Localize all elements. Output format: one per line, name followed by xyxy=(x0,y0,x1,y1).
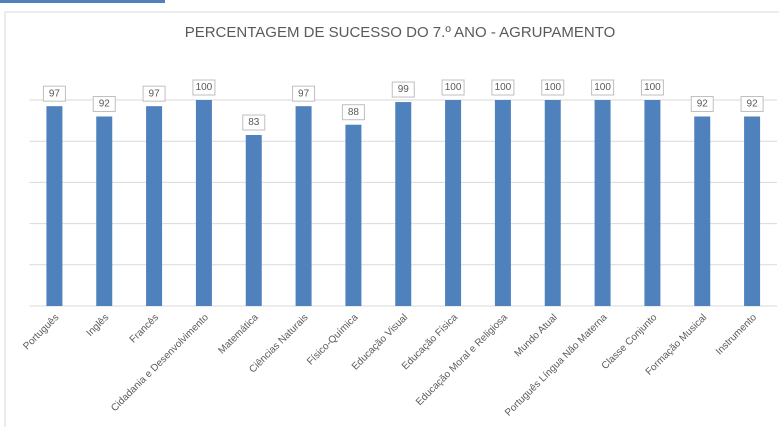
x-tick-label: Português Língua Não Materna xyxy=(503,312,610,419)
data-label-box xyxy=(640,79,664,96)
data-label-box xyxy=(740,95,764,112)
x-tick-label: Mundo Atual xyxy=(513,312,560,359)
data-label-box xyxy=(341,104,365,121)
bar xyxy=(744,116,761,306)
bar xyxy=(494,100,511,306)
bar xyxy=(195,100,212,306)
bar xyxy=(694,116,711,306)
x-tick-label: Cidadania e Desenvolvimento xyxy=(109,312,211,414)
data-label: 92 xyxy=(697,99,709,110)
bar xyxy=(345,124,362,306)
x-tick-label: Inglês xyxy=(85,312,112,339)
bar xyxy=(295,106,312,307)
bar xyxy=(395,102,412,306)
data-label-box xyxy=(292,85,316,102)
x-tick-label: Físico-Química xyxy=(305,312,361,368)
data-label-box xyxy=(192,79,216,96)
data-label: 100 xyxy=(196,82,213,93)
data-label: 83 xyxy=(248,117,260,128)
data-label: 97 xyxy=(149,88,161,99)
bar xyxy=(644,100,661,306)
data-label-box xyxy=(242,114,266,131)
data-label-box xyxy=(391,81,415,98)
data-label-box xyxy=(92,95,116,112)
data-label-box xyxy=(591,79,615,96)
data-label-box xyxy=(690,95,714,112)
data-label-box xyxy=(42,85,66,102)
chart-title: PERCENTAGEM DE SUCESSO DO 7.º ANO - AGRU… xyxy=(185,24,616,41)
bar xyxy=(445,100,462,306)
bar xyxy=(245,135,262,306)
data-label: 100 xyxy=(544,82,561,93)
data-label: 92 xyxy=(747,99,759,110)
data-label: 99 xyxy=(398,84,410,95)
chart-border xyxy=(4,11,779,427)
x-tick-label: Matemática xyxy=(216,312,261,357)
bar xyxy=(96,116,113,306)
data-label: 100 xyxy=(445,82,462,93)
x-tick-label: Francês xyxy=(128,312,161,345)
bar xyxy=(46,106,63,307)
x-tick-label: Português xyxy=(21,312,61,352)
x-tick-label: Educação Moral e Religiosa xyxy=(414,312,510,408)
data-label: 97 xyxy=(49,88,61,99)
data-label: 92 xyxy=(99,99,111,110)
data-label-box xyxy=(441,79,465,96)
tab-indicator xyxy=(0,0,165,3)
data-label: 88 xyxy=(348,107,360,118)
data-label-box xyxy=(142,85,166,102)
bar xyxy=(594,100,611,306)
bar xyxy=(146,106,163,307)
bar xyxy=(544,100,561,306)
data-label-box xyxy=(541,79,565,96)
data-label-box xyxy=(491,79,515,96)
data-label: 100 xyxy=(495,82,512,93)
data-label: 100 xyxy=(594,82,611,93)
data-label: 100 xyxy=(644,82,661,93)
x-tick-label: Instrumento xyxy=(714,312,759,357)
data-label: 97 xyxy=(298,88,310,99)
